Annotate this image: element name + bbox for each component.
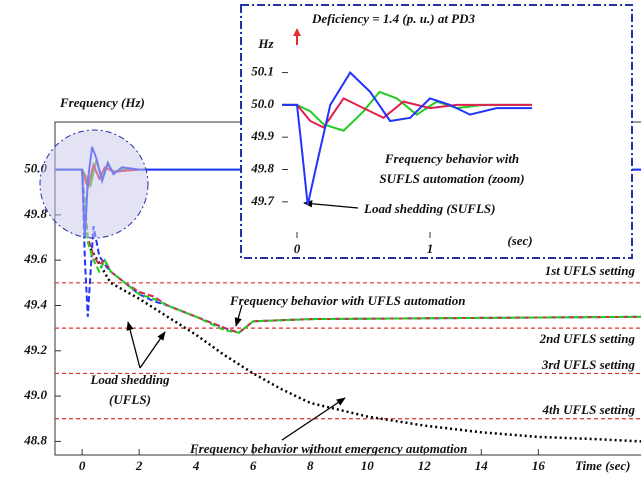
x-tick-label: 6 bbox=[250, 458, 257, 473]
ufls-setting-label: 1st UFLS setting bbox=[545, 263, 636, 278]
zoom-circle bbox=[39, 129, 149, 239]
arrow bbox=[303, 200, 359, 209]
x-axis-label: (sec) bbox=[507, 233, 532, 248]
y-tick-label: 48.8 bbox=[23, 432, 47, 447]
annotation: Frequency behavior with bbox=[384, 151, 519, 166]
arrow bbox=[126, 321, 141, 369]
annotation: Load shedding (SUFLS) bbox=[363, 201, 495, 216]
arrow bbox=[234, 304, 243, 327]
x-tick-label: 2 bbox=[135, 458, 143, 473]
x-tick-label: 4 bbox=[192, 458, 200, 473]
x-tick-label: 12 bbox=[418, 458, 432, 473]
ufls-setting-label: 2nd UFLS setting bbox=[539, 331, 636, 346]
y-tick-label: 50.1 bbox=[251, 64, 274, 79]
x-axis-label: Time (sec) bbox=[575, 458, 630, 473]
chart-title: Frequency (Hz) bbox=[59, 95, 145, 110]
x-tick-label: 0 bbox=[79, 458, 86, 473]
frequency-line bbox=[89, 248, 641, 443]
x-tick-label: 10 bbox=[361, 458, 375, 473]
x-tick-label: 14 bbox=[475, 458, 489, 473]
annotation: Frequency behavior without emergency aut… bbox=[189, 441, 467, 456]
ufls-setting-label: 3rd UFLS setting bbox=[541, 357, 636, 372]
x-tick-label: 0 bbox=[294, 241, 301, 256]
annotation: Frequency behavior with UFLS automation bbox=[229, 293, 465, 308]
y-tick-label: 49.0 bbox=[23, 387, 47, 402]
deficiency-marker bbox=[293, 28, 301, 45]
y-tick-label: 49.8 bbox=[250, 160, 274, 175]
frequency-line bbox=[282, 97, 532, 129]
annotation: (UFLS) bbox=[109, 392, 151, 407]
y-tick-label: 49.6 bbox=[23, 251, 47, 266]
annotation: SUFLS automation (zoom) bbox=[379, 171, 524, 186]
arrow bbox=[281, 397, 346, 441]
inset-frame bbox=[240, 4, 633, 259]
y-tick-label: 50.0 bbox=[251, 96, 274, 111]
y-tick-label: 49.2 bbox=[23, 342, 47, 357]
y-tick-label: 49.7 bbox=[250, 193, 274, 208]
x-tick-label: 1 bbox=[427, 241, 434, 256]
x-tick-label: 8 bbox=[307, 458, 314, 473]
x-tick-label: 16 bbox=[532, 458, 546, 473]
ufls-setting-label: 4th UFLS setting bbox=[542, 402, 636, 417]
frequency-line bbox=[81, 169, 641, 334]
y-tick-label: 49.8 bbox=[23, 206, 47, 221]
y-tick-label: 49.4 bbox=[23, 296, 47, 311]
main-annotation-arrows bbox=[39, 129, 346, 441]
y-tick-label: 49.9 bbox=[250, 128, 274, 143]
chart-title: Deficiency = 1.4 (p. u.) at PD3 bbox=[311, 11, 476, 26]
frequency-line bbox=[282, 71, 532, 206]
arrow bbox=[139, 331, 166, 369]
y-axis-label: Hz bbox=[257, 36, 274, 51]
inset-chart: 50.1 50.0 49.9 49.8 49.7 0 1 Deficiency = 1.4 (… bbox=[240, 4, 633, 259]
annotation: Load shedding bbox=[89, 372, 170, 387]
